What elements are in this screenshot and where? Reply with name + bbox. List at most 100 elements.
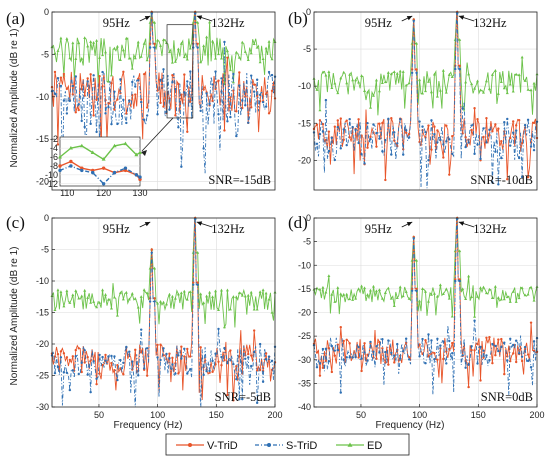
data-point	[433, 125, 436, 128]
data-point	[360, 74, 364, 77]
data-point	[396, 342, 399, 346]
data-point	[136, 40, 140, 44]
data-point	[363, 342, 366, 345]
data-point	[473, 152, 476, 156]
data-point	[476, 294, 480, 298]
data-point	[261, 288, 265, 292]
data-point	[142, 288, 146, 292]
data-point	[231, 80, 235, 84]
data-point	[407, 356, 411, 359]
data-point	[499, 297, 503, 301]
data-point	[357, 345, 360, 349]
data-point	[532, 148, 536, 152]
data-point	[404, 131, 408, 134]
peak-label: 95Hz	[103, 16, 131, 30]
data-point	[366, 146, 369, 149]
data-point	[523, 345, 527, 349]
legend-marker	[267, 443, 271, 447]
data-point	[86, 77, 89, 80]
data-point	[375, 131, 378, 135]
data-point	[366, 359, 369, 362]
data-point	[458, 67, 461, 71]
data-point	[399, 357, 402, 360]
data-point	[116, 378, 119, 382]
y-axis-label-bottom: Normalized Amplitude (dB re 1)	[9, 247, 20, 386]
data-point	[202, 44, 206, 48]
data-point	[264, 105, 268, 108]
data-point	[235, 134, 238, 138]
data-point	[336, 286, 340, 289]
data-point	[250, 74, 253, 77]
data-point	[125, 121, 128, 125]
data-point	[199, 109, 202, 113]
data-point	[526, 87, 530, 91]
data-point	[119, 358, 122, 362]
data-point	[485, 354, 488, 357]
data-point	[53, 92, 57, 95]
data-point	[159, 101, 162, 105]
data-point	[508, 300, 512, 303]
data-point	[390, 153, 393, 156]
data-point	[238, 355, 241, 358]
peak-label: 132Hz	[473, 16, 507, 30]
data-point	[441, 292, 445, 296]
data-point	[83, 361, 86, 364]
data-point	[473, 86, 477, 90]
data-point	[438, 88, 442, 92]
snr-label: SNR=-10dB	[470, 173, 533, 187]
data-point	[225, 288, 229, 292]
data-point	[435, 294, 439, 298]
data-point	[448, 339, 451, 343]
data-point	[372, 350, 375, 353]
data-point	[415, 258, 419, 262]
inset-point	[112, 170, 117, 175]
data-point	[162, 300, 165, 304]
data-point	[255, 307, 259, 311]
data-point	[89, 122, 92, 126]
data-point	[205, 92, 208, 95]
data-point	[226, 361, 229, 365]
data-point	[502, 86, 506, 90]
data-point	[407, 296, 411, 300]
data-point	[261, 380, 265, 383]
inset-point	[134, 152, 139, 157]
data-point	[89, 300, 93, 304]
data-point	[180, 357, 183, 360]
data-point	[348, 118, 351, 121]
data-point	[366, 293, 370, 296]
data-point	[247, 352, 250, 356]
data-point	[395, 296, 399, 299]
data-point	[366, 353, 369, 357]
data-point	[255, 78, 259, 81]
data-point	[454, 279, 457, 283]
data-point	[342, 138, 345, 141]
data-point	[494, 354, 497, 357]
inset-y-tick-label: -12	[45, 179, 58, 189]
zoom-arrow	[141, 117, 174, 152]
data-point	[371, 93, 375, 97]
data-point	[476, 143, 479, 146]
data-point	[211, 83, 214, 86]
inset-y-tick-label: -6	[50, 152, 58, 162]
data-point	[407, 358, 411, 361]
data-point	[267, 355, 271, 358]
data-point	[499, 80, 503, 83]
data-point	[318, 133, 322, 136]
data-point	[107, 106, 110, 109]
data-point	[243, 294, 247, 298]
zoom-arrow-head	[141, 150, 147, 156]
data-point	[450, 314, 454, 318]
x-tick-label: 50	[356, 410, 366, 420]
data-point	[252, 90, 256, 93]
data-point	[333, 158, 337, 162]
data-point	[429, 293, 433, 296]
inset-point	[123, 166, 128, 170]
data-point	[351, 356, 354, 359]
data-point	[377, 89, 381, 93]
data-point	[321, 70, 325, 74]
data-point	[68, 301, 72, 304]
data-point	[202, 147, 205, 150]
data-point	[59, 356, 63, 359]
data-point	[156, 113, 159, 116]
inset-point	[58, 154, 62, 159]
